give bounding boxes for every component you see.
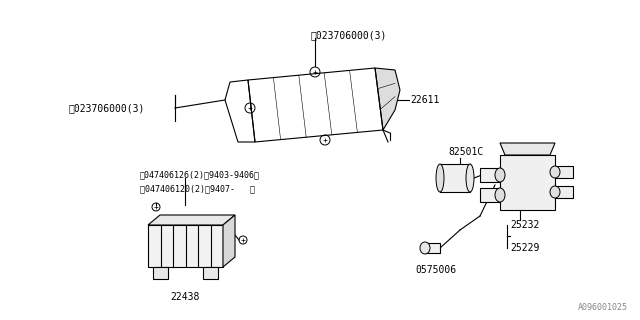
Polygon shape bbox=[153, 267, 168, 279]
FancyBboxPatch shape bbox=[480, 188, 500, 202]
FancyBboxPatch shape bbox=[440, 164, 470, 192]
Text: 22438: 22438 bbox=[170, 292, 200, 302]
Ellipse shape bbox=[466, 164, 474, 192]
Text: 25229: 25229 bbox=[510, 243, 540, 253]
Text: 25232: 25232 bbox=[510, 220, 540, 230]
Polygon shape bbox=[375, 68, 400, 130]
Text: A096001025: A096001025 bbox=[578, 303, 628, 312]
FancyBboxPatch shape bbox=[555, 186, 573, 198]
Ellipse shape bbox=[420, 242, 430, 254]
FancyBboxPatch shape bbox=[500, 155, 555, 210]
Text: ⓓ023706000(3): ⓓ023706000(3) bbox=[68, 103, 145, 113]
FancyBboxPatch shape bbox=[555, 166, 573, 178]
Ellipse shape bbox=[495, 188, 505, 202]
Ellipse shape bbox=[495, 168, 505, 182]
Text: 22611: 22611 bbox=[410, 95, 440, 105]
Text: 82501C: 82501C bbox=[448, 147, 483, 157]
Ellipse shape bbox=[550, 186, 560, 198]
Text: ⓘ047406120(2)（9407-   ）: ⓘ047406120(2)（9407- ） bbox=[140, 185, 255, 194]
FancyBboxPatch shape bbox=[425, 243, 440, 253]
Polygon shape bbox=[223, 215, 235, 267]
FancyBboxPatch shape bbox=[148, 225, 223, 267]
Polygon shape bbox=[203, 267, 218, 279]
Text: ⓘ047406126(2)（9403-9406）: ⓘ047406126(2)（9403-9406） bbox=[140, 171, 260, 180]
Ellipse shape bbox=[550, 166, 560, 178]
Text: ⓓ023706000(3): ⓓ023706000(3) bbox=[310, 30, 387, 40]
FancyBboxPatch shape bbox=[480, 168, 500, 182]
Polygon shape bbox=[148, 215, 235, 225]
Ellipse shape bbox=[436, 164, 444, 192]
Polygon shape bbox=[500, 143, 555, 155]
Text: 0575006: 0575006 bbox=[415, 265, 456, 275]
